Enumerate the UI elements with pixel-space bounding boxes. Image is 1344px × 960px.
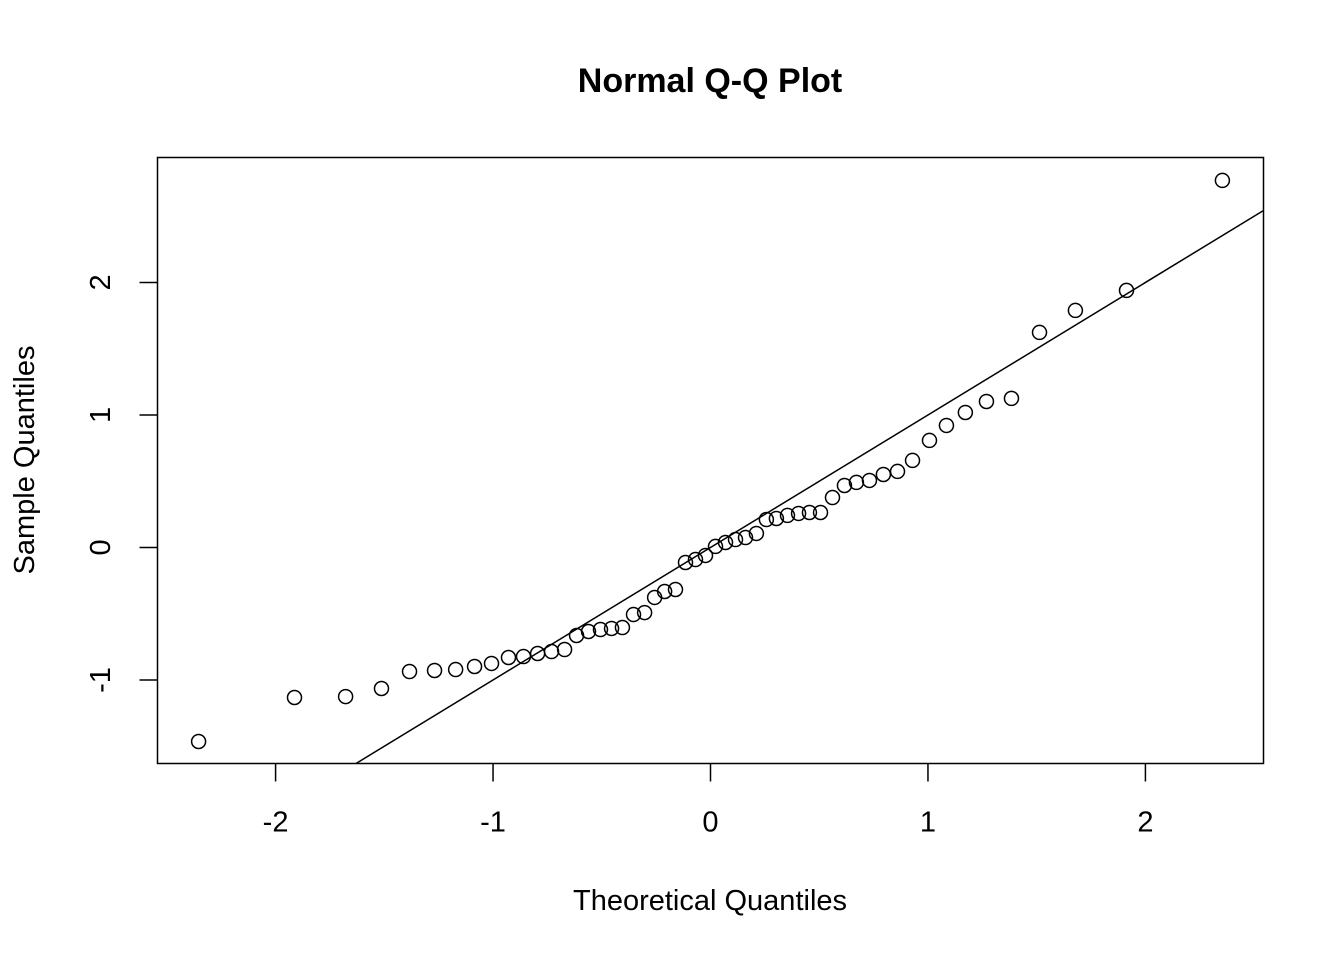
data-point	[466, 658, 483, 675]
data-point	[603, 620, 620, 637]
data-point	[556, 641, 573, 658]
x-tick-label: -2	[263, 807, 289, 839]
data-point	[592, 621, 609, 638]
data-point	[543, 643, 560, 660]
plot-area	[190, 172, 1264, 764]
data-point	[758, 511, 775, 528]
data-point	[500, 649, 517, 666]
data-point	[614, 619, 631, 636]
y-tick-label: 2	[85, 274, 117, 290]
data-point	[426, 662, 443, 679]
y-axis: -1 0 1 2	[85, 274, 158, 693]
data-point	[687, 551, 704, 568]
y-axis-label: Sample Quantiles	[9, 346, 41, 575]
data-point	[286, 689, 303, 706]
data-point	[337, 688, 354, 705]
data-point	[1031, 324, 1048, 341]
data-point	[190, 733, 207, 750]
data-point	[812, 504, 829, 521]
data-point	[889, 463, 906, 480]
x-axis-label: Theoretical Quantiles	[573, 885, 847, 917]
y-tick-label: -1	[85, 667, 117, 693]
data-point	[1003, 390, 1020, 407]
data-point	[921, 432, 938, 449]
plot-frame	[156, 156, 1265, 765]
data-point	[737, 529, 754, 546]
data-point	[580, 623, 597, 640]
x-tick-label: 1	[920, 807, 936, 839]
y-tick-label: 1	[85, 407, 117, 423]
data-point	[904, 452, 921, 469]
data-point	[636, 604, 653, 621]
x-tick-label: -1	[480, 807, 506, 839]
data-point	[801, 504, 818, 521]
data-point	[836, 477, 853, 494]
data-point	[861, 472, 878, 489]
qq-reference-line	[354, 209, 1264, 764]
data-point	[824, 489, 841, 506]
y-tick-label: 0	[85, 539, 117, 555]
data-point	[768, 510, 785, 527]
data-point	[697, 547, 714, 564]
data-point	[373, 680, 390, 697]
data-point	[717, 534, 734, 551]
data-point	[483, 655, 500, 672]
data-point	[1214, 172, 1231, 189]
data-point	[978, 393, 995, 410]
data-point	[875, 466, 892, 483]
data-point	[938, 417, 955, 434]
data-point	[957, 404, 974, 421]
data-point	[667, 581, 684, 598]
data-point	[748, 525, 765, 542]
data-point	[656, 583, 673, 600]
data-point	[447, 661, 464, 678]
data-point	[401, 663, 418, 680]
data-point	[707, 538, 724, 555]
x-axis: -2 -1 0 1 2	[263, 763, 1153, 839]
data-point	[625, 606, 642, 623]
data-point	[1067, 302, 1084, 319]
data-point	[1118, 282, 1135, 299]
chart-title: Normal Q-Q Plot	[578, 62, 842, 100]
data-point	[646, 589, 663, 606]
data-point	[515, 648, 532, 665]
data-point	[790, 505, 807, 522]
data-point	[677, 554, 694, 571]
data-point	[779, 507, 796, 524]
x-tick-label: 0	[702, 807, 718, 839]
x-tick-label: 2	[1137, 807, 1153, 839]
data-point	[727, 531, 744, 548]
